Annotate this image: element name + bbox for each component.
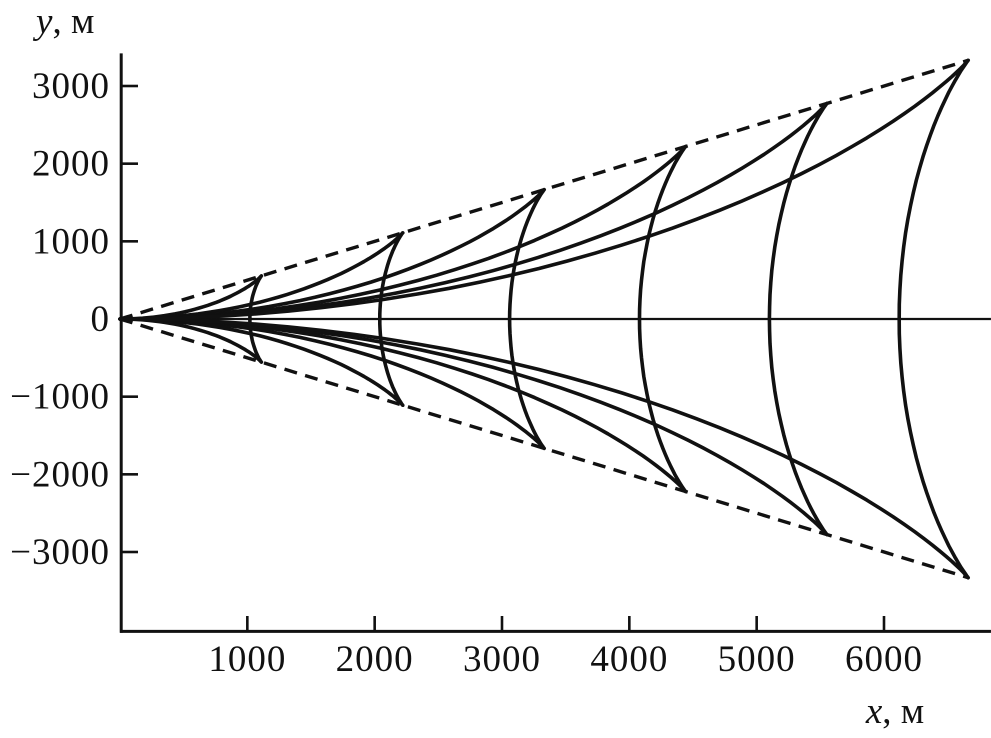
y-tick-label: 3000: [32, 66, 110, 107]
wavefront-curve: [118, 101, 829, 537]
y-tick-label: 0: [91, 299, 111, 340]
x-axis-label-variable: x: [865, 691, 883, 732]
y-tick-label: −2000: [10, 454, 110, 495]
x-axis-label: x, м: [865, 691, 924, 732]
x-tick-label: 6000: [845, 639, 923, 680]
y-tick-label: −1000: [10, 377, 110, 418]
x-tick-label: 2000: [336, 639, 414, 680]
x-tick-label: 4000: [590, 639, 668, 680]
y-axis-label-unit: , м: [52, 1, 94, 42]
x-tick-label: 1000: [208, 639, 286, 680]
x-tick-label: 5000: [718, 639, 796, 680]
y-tick-label: 2000: [32, 144, 110, 185]
y-axis-label: y, м: [32, 1, 94, 42]
ticks-layer: 1000 2000 3000 4000 5000 6000 3000 2000 1000 0 −10…: [10, 66, 923, 680]
axes-layer: [119, 53, 991, 633]
y-axis-label-variable: y: [32, 1, 53, 42]
x-axis-label-unit: , м: [882, 691, 924, 732]
y-tick-label: 1000: [32, 221, 110, 262]
wavefront-curve: [118, 274, 264, 364]
wavefront-curve: [118, 144, 688, 494]
x-tick-label: 3000: [463, 639, 541, 680]
wavefront-curve: [118, 58, 970, 580]
wavefront-curve: [118, 187, 546, 451]
wavefront-curves: [118, 58, 970, 580]
y-tick-label: −3000: [10, 532, 110, 573]
wavefront-curve: [118, 231, 405, 407]
